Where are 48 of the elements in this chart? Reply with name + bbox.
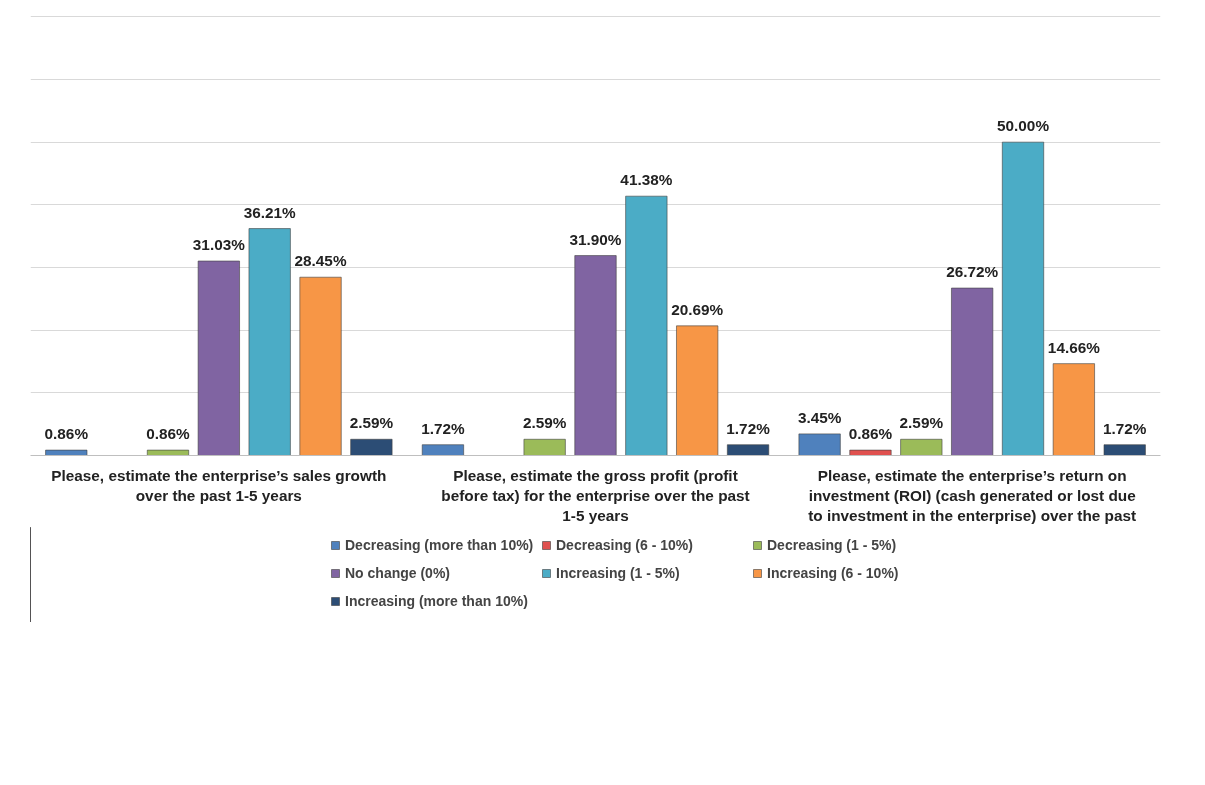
legend-label: Decreasing (6 - 10%): [556, 537, 694, 553]
data-label: 0.86%: [146, 425, 191, 443]
bar: [45, 449, 88, 456]
bar: [248, 228, 291, 456]
data-label: 0.86%: [44, 425, 89, 443]
data-label: 2.59%: [522, 414, 567, 432]
bar: [1052, 363, 1095, 456]
bar: [951, 287, 994, 456]
bar: [849, 449, 892, 456]
legend-label: No change (0%): [345, 565, 451, 581]
x-tick-label: Please, estimate the gross profit (profit before tax) for the enterprise over the past 1-5 years: [441, 466, 750, 525]
bar: [574, 255, 617, 456]
legend-label: Increasing (more than 10%): [345, 593, 529, 609]
data-label: 31.90%: [569, 230, 622, 248]
bar: [197, 260, 240, 456]
data-label: 1.72%: [421, 419, 466, 437]
data-label: 41.38%: [620, 171, 673, 189]
bar: [146, 449, 189, 456]
data-label: 50.00%: [997, 117, 1050, 135]
bar: [421, 444, 464, 456]
data-label: 28.45%: [294, 252, 347, 270]
bar: [798, 433, 841, 456]
legend-label: Increasing (1 - 5%): [556, 565, 681, 581]
x-tick-label: Please, estimate the enterprise’s sales growth over the past 1-5 years: [51, 466, 387, 504]
bar: [1103, 444, 1146, 456]
data-label: 20.69%: [671, 300, 724, 318]
bar: [350, 438, 393, 456]
data-label: 1.72%: [1102, 419, 1147, 437]
data-label: 31.03%: [192, 236, 246, 254]
bar: [1002, 141, 1045, 456]
data-label: 1.72%: [726, 419, 771, 437]
bar: [900, 438, 943, 456]
x-tick-label: Please, estimate the enterprise’s return on investment (ROI) (cash generated or lost due to investment in the enterprise) over the past: [808, 466, 1137, 525]
data-label: 3.45%: [797, 408, 842, 426]
bar: [299, 276, 342, 456]
data-label: 0.86%: [848, 425, 893, 443]
legend-label: Decreasing (more than 10%): [345, 537, 535, 553]
bar: [625, 195, 668, 456]
legend-label: Increasing (6 - 10%): [767, 565, 900, 581]
data-label: 2.59%: [899, 414, 944, 432]
bar: [676, 325, 719, 456]
data-label: 14.66%: [1047, 338, 1101, 356]
data-label: 36.21%: [243, 203, 297, 221]
data-label: 2.59%: [349, 414, 394, 432]
data-label: 26.72%: [946, 263, 999, 281]
legend-label: Decreasing (1 - 5%): [767, 537, 898, 553]
bar: [523, 438, 566, 456]
bar: [727, 444, 770, 456]
